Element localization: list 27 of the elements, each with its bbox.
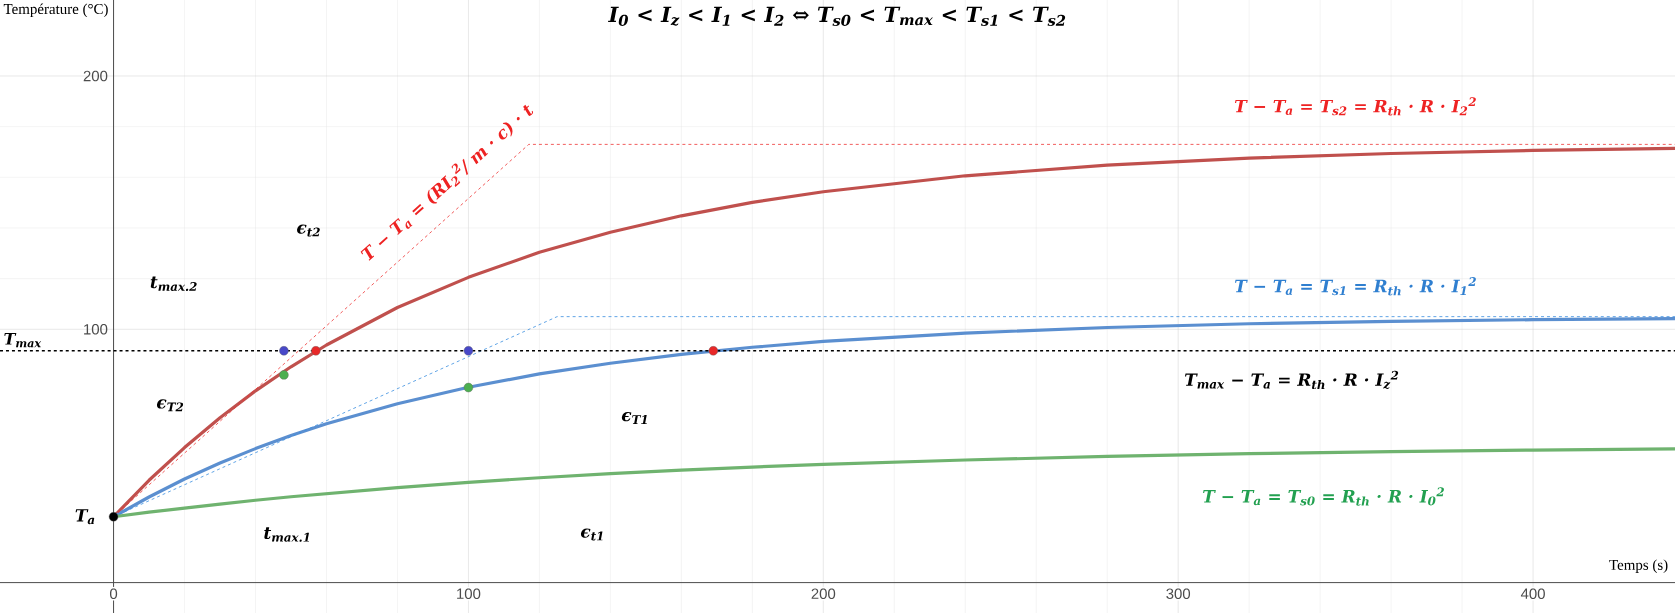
point (463, 382, 474, 393)
x-tick-label: 300 (1166, 588, 1191, 599)
annotation: t$_{max.1}$ (264, 527, 310, 542)
annotation: ϵ$_{t1}$ (580, 528, 603, 541)
text: T$_{max}$ − T$_{a}$ = R$_{th}$ · R · I$_{z}$2 (1184, 370, 1399, 390)
x-tick-label: 100 (457, 588, 481, 599)
point (108, 512, 119, 522)
point (708, 346, 718, 356)
x-axis-title: Temps (s) (1609, 559, 1668, 573)
text: T − T$_{a}$ = T$_{s0}$ = R$_{th}$ · R · I$_{0}$2 (1203, 487, 1444, 506)
text: T − T$_{a}$ = T$_{s1}$ = R$_{th}$ · R · I$_{1}$2 (1234, 277, 1476, 296)
x-tick-label: 200 (811, 588, 836, 599)
point (279, 346, 289, 356)
annotation: ϵ$_{t2}$ (297, 224, 320, 237)
point (463, 346, 474, 356)
annotation: ϵ$_{T2}$ (156, 399, 184, 412)
x-tick-label: 400 (1520, 588, 1545, 599)
point (311, 346, 321, 356)
chart-title: I$_{0}$ < I$_{z}$ < I$_{1}$ < I$_{2}$ ⇔ T$_{s0}$ < T$_{max}$ < T$_{s1}$ < T$_{s2}$ (608, 6, 1066, 26)
annotation: ϵ$_{T1}$ (621, 412, 647, 424)
point (279, 370, 289, 380)
x-tick-label: 0 (109, 588, 118, 599)
annotation: t$_{max.2}$ (150, 276, 197, 291)
annotation: T$_{a}$ (75, 509, 95, 525)
ref-line-label: T$_{max}$ (4, 332, 42, 348)
text: T − T$_{a}$ = T$_{s2}$ = R$_{th}$ · R · I$_{2}$2 (1234, 97, 1476, 116)
y-axis-title: Température (°C) (3, 3, 108, 18)
